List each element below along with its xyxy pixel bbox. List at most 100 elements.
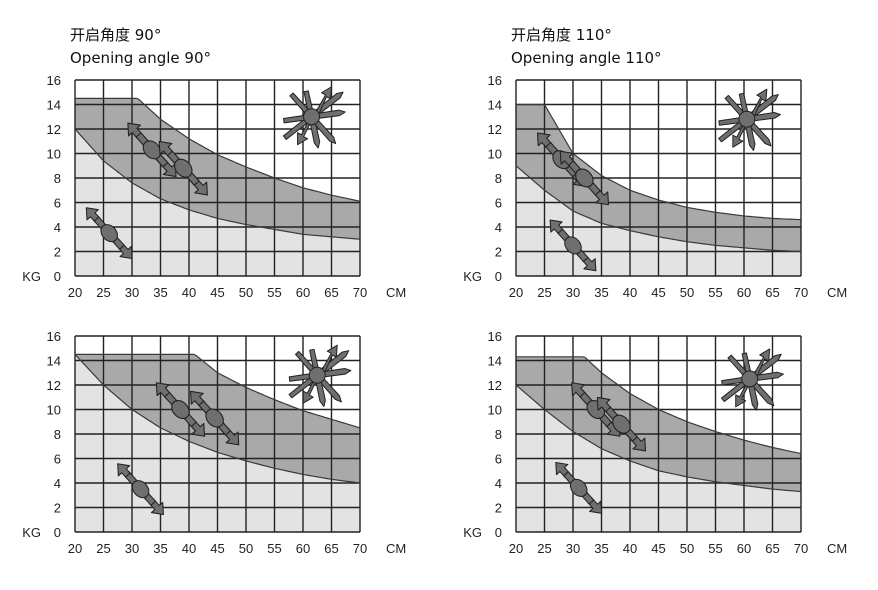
chart-panel-1: 20 25 30 35 40 45 50 55 60 65 70 0 2 4 6 8 10 12 14 16 KG CM 开… bbox=[22, 26, 406, 300]
x-tick-label: 20 bbox=[509, 541, 523, 556]
x-unit-label: CM bbox=[386, 541, 406, 556]
x-tick-label: 25 bbox=[96, 541, 110, 556]
x-tick-label: 70 bbox=[794, 285, 808, 300]
y-tick-label: 10 bbox=[488, 403, 502, 418]
arrow-icon-1 bbox=[155, 382, 206, 437]
y-tick-label: 16 bbox=[488, 329, 502, 344]
x-tick-label: 55 bbox=[267, 285, 281, 300]
arrow-icon-3 bbox=[555, 461, 603, 514]
light-region bbox=[75, 129, 360, 276]
x-tick-label: 70 bbox=[353, 541, 367, 556]
upper-curve bbox=[75, 97, 361, 202]
lower-curve bbox=[515, 165, 802, 253]
lower-curve bbox=[515, 384, 802, 493]
y-tick-label: 6 bbox=[54, 452, 61, 467]
y-tick-label: 14 bbox=[488, 98, 502, 113]
x-tick-label: 35 bbox=[153, 541, 167, 556]
y-tick-label: 8 bbox=[495, 171, 502, 186]
y-tick-label: 8 bbox=[54, 171, 61, 186]
y-tick-label: 16 bbox=[488, 73, 502, 88]
x-tick-label: 60 bbox=[737, 541, 751, 556]
x-tick-label: 60 bbox=[296, 541, 310, 556]
y-tick-label: 4 bbox=[495, 220, 502, 235]
x-tick-label: 55 bbox=[708, 541, 722, 556]
y-tick-label: 8 bbox=[54, 427, 61, 442]
y-unit-label: KG bbox=[22, 525, 41, 540]
chart-panel-2: 20 25 30 35 40 45 50 55 60 65 70 0 2 4 6 8 10 12 14 16 KG CM 开… bbox=[463, 26, 847, 300]
y-tick-label: 0 bbox=[495, 269, 502, 284]
x-tick-label: 70 bbox=[353, 285, 367, 300]
arrow-icon-3 bbox=[117, 463, 164, 516]
x-tick-label: 35 bbox=[153, 285, 167, 300]
x-tick-label: 30 bbox=[125, 285, 139, 300]
x-tick-label: 30 bbox=[566, 285, 580, 300]
lower-curve bbox=[74, 128, 361, 240]
x-tick-label: 60 bbox=[737, 285, 751, 300]
y-tick-label: 8 bbox=[495, 427, 502, 442]
x-tick-label: 45 bbox=[651, 285, 665, 300]
x-tick-label: 25 bbox=[537, 285, 551, 300]
arrow-icon-2 bbox=[596, 396, 647, 452]
x-tick-label: 40 bbox=[623, 285, 637, 300]
x-tick-label: 70 bbox=[794, 541, 808, 556]
y-tick-label: 4 bbox=[54, 220, 61, 235]
y-unit-label: KG bbox=[463, 269, 482, 284]
x-tick-label: 35 bbox=[594, 285, 608, 300]
y-tick-label: 6 bbox=[495, 196, 502, 211]
x-tick-label: 20 bbox=[68, 285, 82, 300]
x-tick-label: 50 bbox=[239, 285, 253, 300]
arrow-icon-2 bbox=[190, 390, 240, 446]
y-tick-label: 12 bbox=[488, 378, 502, 393]
x-tick-label: 55 bbox=[267, 541, 281, 556]
y-tick-label: 6 bbox=[54, 196, 61, 211]
x-tick-label: 20 bbox=[509, 285, 523, 300]
x-tick-label: 25 bbox=[96, 285, 110, 300]
x-unit-label: CM bbox=[386, 285, 406, 300]
x-unit-label: CM bbox=[827, 285, 847, 300]
y-unit-label: KG bbox=[22, 269, 41, 284]
y-tick-label: 16 bbox=[47, 329, 61, 344]
y-tick-label: 2 bbox=[54, 245, 61, 260]
chart-title-english: Opening angle 90° bbox=[70, 49, 211, 67]
x-tick-label: 65 bbox=[324, 541, 338, 556]
x-tick-label: 40 bbox=[182, 285, 196, 300]
chart-title-chinese: 开启角度 110° bbox=[511, 26, 612, 44]
x-unit-label: CM bbox=[827, 541, 847, 556]
arrow-icon-3 bbox=[549, 219, 597, 272]
y-unit-label: KG bbox=[463, 525, 482, 540]
y-tick-label: 0 bbox=[495, 525, 502, 540]
light-region bbox=[516, 165, 801, 276]
burst-icon bbox=[718, 88, 782, 152]
x-tick-label: 30 bbox=[125, 541, 139, 556]
x-tick-label: 45 bbox=[210, 541, 224, 556]
y-tick-label: 2 bbox=[495, 245, 502, 260]
x-tick-label: 25 bbox=[537, 541, 551, 556]
y-tick-label: 10 bbox=[47, 147, 61, 162]
y-tick-label: 4 bbox=[495, 476, 502, 491]
x-tick-label: 45 bbox=[651, 541, 665, 556]
x-tick-label: 35 bbox=[594, 541, 608, 556]
y-tick-label: 0 bbox=[54, 269, 61, 284]
chart-title-english: Opening angle 110° bbox=[511, 49, 662, 67]
x-tick-label: 50 bbox=[680, 541, 694, 556]
y-tick-label: 10 bbox=[488, 147, 502, 162]
x-tick-label: 55 bbox=[708, 285, 722, 300]
chart-panel-3: 20 25 30 35 40 45 50 55 60 65 70 0 2 4 6 8 10 12 14 16 KG CM bbox=[22, 329, 406, 556]
burst-icon bbox=[288, 344, 352, 408]
y-tick-label: 10 bbox=[47, 403, 61, 418]
y-tick-label: 14 bbox=[488, 354, 502, 369]
arrow-icon-3 bbox=[85, 207, 133, 260]
x-tick-label: 45 bbox=[210, 285, 224, 300]
chart-title-chinese: 开启角度 90° bbox=[70, 26, 161, 44]
x-tick-label: 50 bbox=[239, 541, 253, 556]
y-tick-label: 12 bbox=[488, 122, 502, 137]
x-tick-label: 40 bbox=[623, 541, 637, 556]
x-tick-label: 50 bbox=[680, 285, 694, 300]
y-tick-label: 14 bbox=[47, 98, 61, 113]
arrow-icon-2 bbox=[559, 150, 610, 206]
chart-panel-4: 20 25 30 35 40 45 50 55 60 65 70 0 2 4 6 8 10 12 14 16 KG CM bbox=[463, 329, 847, 556]
y-tick-label: 0 bbox=[54, 525, 61, 540]
arrow-icon-2 bbox=[158, 140, 208, 196]
x-tick-label: 60 bbox=[296, 285, 310, 300]
